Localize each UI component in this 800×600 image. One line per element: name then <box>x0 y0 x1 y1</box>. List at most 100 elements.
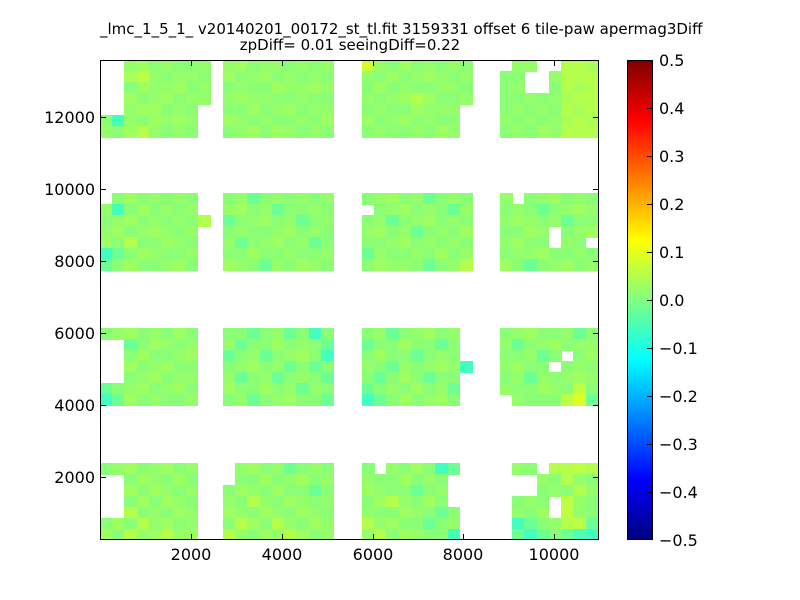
colorbar-tick-mark <box>647 252 652 253</box>
heatmap-cell <box>271 237 285 249</box>
heatmap-cell <box>597 193 599 205</box>
heatmap-cell <box>308 215 322 227</box>
heatmap-cell <box>524 361 538 373</box>
heatmap-cell <box>561 193 574 205</box>
heatmap-cell <box>223 328 236 340</box>
heatmap-cell <box>398 204 412 216</box>
heatmap-cell <box>398 518 412 530</box>
heatmap-cell <box>223 485 236 497</box>
heatmap-cell <box>124 328 138 340</box>
heatmap-cell <box>124 226 138 238</box>
heatmap-cell <box>124 104 138 116</box>
heatmap-cell <box>235 529 249 540</box>
heatmap-cell <box>185 328 199 340</box>
heatmap-cell <box>435 350 449 362</box>
heatmap-cell <box>223 496 236 508</box>
heatmap-cell <box>173 383 187 395</box>
heatmap-cell <box>185 259 199 271</box>
heatmap-cell <box>247 193 261 205</box>
heatmap-cell <box>561 463 574 475</box>
heatmap-cell <box>284 518 297 530</box>
heatmap-cell <box>308 60 322 72</box>
heatmap-cell <box>271 485 285 497</box>
heatmap-cell <box>524 93 538 105</box>
heatmap-cell <box>561 126 574 138</box>
heatmap-cell <box>536 507 550 519</box>
heatmap-cell <box>284 507 297 519</box>
heatmap-cell <box>536 93 550 105</box>
heatmap-cell <box>410 226 424 238</box>
heatmap-cell <box>284 60 297 72</box>
heatmap-cell <box>386 372 400 384</box>
y-tick-mark <box>593 189 598 190</box>
heatmap-cell <box>173 248 187 260</box>
heatmap-cell <box>124 350 138 362</box>
heatmap-cell <box>561 71 574 83</box>
heatmap-cell <box>136 339 150 351</box>
heatmap-cell <box>185 237 199 249</box>
heatmap-cell <box>124 474 138 486</box>
heatmap-cell <box>386 361 400 373</box>
heatmap-cell <box>173 71 187 83</box>
heatmap-cell <box>410 204 424 216</box>
heatmap-cell <box>136 485 150 497</box>
heatmap-cell <box>124 507 138 519</box>
heatmap-cell <box>362 328 375 340</box>
heatmap-cell <box>524 463 538 475</box>
heatmap-cell <box>296 328 310 340</box>
heatmap-cell <box>223 339 236 351</box>
heatmap-cell <box>435 71 449 83</box>
heatmap-cell <box>124 237 138 249</box>
x-tick-mark <box>554 534 555 539</box>
heatmap-cell <box>247 372 261 384</box>
heatmap-cell <box>374 226 388 238</box>
heatmap-cell <box>435 328 449 340</box>
heatmap-cell <box>386 126 400 138</box>
heatmap-cell <box>500 93 513 105</box>
heatmap-cell <box>235 259 249 271</box>
heatmap-cell <box>247 474 261 486</box>
heatmap-cell <box>435 60 449 72</box>
heatmap-cell <box>585 226 599 238</box>
heatmap-cell <box>423 204 436 216</box>
heatmap-cell <box>235 518 249 530</box>
heatmap-cell <box>296 474 310 486</box>
heatmap-cell <box>435 372 449 384</box>
heatmap-cell <box>362 339 375 351</box>
heatmap-cell <box>500 71 513 83</box>
heatmap-cell <box>585 474 599 486</box>
heatmap-cell <box>536 394 550 406</box>
heatmap-cell <box>597 215 599 227</box>
heatmap-cell <box>235 115 249 127</box>
heatmap-cell <box>112 463 126 475</box>
heatmap-cell <box>124 259 138 271</box>
heatmap-cell <box>435 507 449 519</box>
heatmap-cell <box>512 82 526 94</box>
heatmap-cell <box>435 518 449 530</box>
heatmap-cell <box>362 104 375 116</box>
heatmap-cell <box>235 193 249 205</box>
heatmap-cell <box>597 71 599 83</box>
heatmap-cell <box>374 383 388 395</box>
heatmap-cell <box>410 115 424 127</box>
heatmap-cell <box>423 350 436 362</box>
heatmap-cell <box>284 93 297 105</box>
heatmap-cell <box>423 193 436 205</box>
heatmap-cell <box>136 204 150 216</box>
heatmap-cell <box>197 215 211 227</box>
heatmap-cell <box>136 529 150 540</box>
heatmap-cell <box>500 259 513 271</box>
heatmap-cell <box>362 93 375 105</box>
heatmap-cell <box>271 328 285 340</box>
heatmap-cell <box>447 259 461 271</box>
heatmap-cell <box>512 215 526 227</box>
heatmap-cell <box>173 394 187 406</box>
heatmap-plot-area <box>100 60 599 540</box>
heatmap-cell <box>100 529 113 540</box>
heatmap-cell <box>271 496 285 508</box>
x-tick-label: 10000 <box>528 545 580 564</box>
heatmap-cell <box>597 507 599 519</box>
heatmap-cell <box>161 463 174 475</box>
heatmap-cell <box>410 60 424 72</box>
heatmap-cell <box>512 463 526 475</box>
